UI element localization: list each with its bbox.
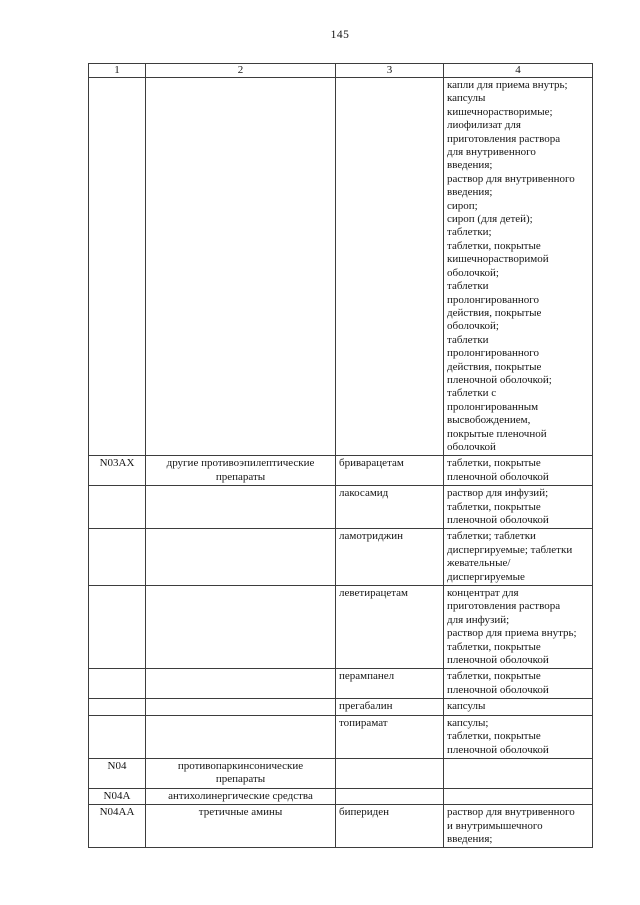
table-row: перампанел таблетки, покрытые пленочной …: [88, 668, 593, 700]
cell-drug-name: перампанел: [335, 668, 444, 700]
cell-drug-name: топирамат: [335, 714, 444, 759]
cell-drug-name: [335, 757, 444, 789]
cell-atc-code: [88, 76, 146, 457]
cell-drug-group: [145, 698, 336, 716]
column-header-4: 4: [443, 63, 593, 78]
cell-drug-name: ламотриджин: [335, 528, 444, 587]
table-row: прегабалин капсулы: [88, 698, 593, 716]
cell-drug-name: бриварацетам: [335, 455, 444, 487]
cell-dosage-forms: таблетки, покрытые пленочной оболочкой: [443, 668, 593, 700]
cell-drug-group: противопаркинсонические препараты: [145, 757, 336, 789]
cell-dosage-forms: раствор для инфузий; таблетки, покрытые …: [443, 485, 593, 530]
cell-drug-name: прегабалин: [335, 698, 444, 716]
drug-registry-table: 1 2 3 4 капли для приема внутрь; капсулы…: [88, 63, 593, 849]
table-row: лакосамид раствор для инфузий; таблетки,…: [88, 485, 593, 530]
cell-drug-group: третичные амины: [145, 804, 336, 849]
cell-atc-code: [88, 668, 146, 700]
table-row: ламотриджин таблетки; таблетки диспергир…: [88, 528, 593, 587]
cell-atc-code: [88, 485, 146, 530]
cell-atc-code: [88, 698, 146, 716]
page-number: 145: [330, 29, 350, 41]
cell-atc-code: N03AX: [88, 455, 146, 487]
cell-drug-name: [335, 787, 444, 806]
cell-drug-group: другие противоэпилептические препараты: [145, 455, 336, 487]
cell-drug-group: антихолинергические средства: [145, 787, 336, 806]
cell-drug-group: [145, 528, 336, 587]
cell-dosage-forms: капли для приема внутрь; капсулы кишечно…: [443, 76, 593, 457]
table-row: N04 противопаркинсонические препараты: [88, 757, 593, 789]
cell-dosage-forms: капсулы; таблетки, покрытые пленочной об…: [443, 714, 593, 759]
column-header-2: 2: [145, 63, 336, 78]
cell-atc-code: [88, 528, 146, 587]
cell-drug-group: [145, 714, 336, 759]
cell-dosage-forms: [443, 787, 593, 806]
column-header-1: 1: [88, 63, 146, 78]
cell-dosage-forms: [443, 757, 593, 789]
cell-atc-code: N04A: [88, 787, 146, 806]
cell-dosage-forms: капсулы: [443, 698, 593, 716]
table-row: N03AX другие противоэпилептические препа…: [88, 455, 593, 487]
cell-drug-name: леветирацетам: [335, 585, 444, 670]
table-row: N04AA третичные амины бипериден раствор …: [88, 804, 593, 849]
cell-drug-name: [335, 76, 444, 457]
cell-drug-group: [145, 585, 336, 670]
cell-dosage-forms: таблетки; таблетки диспергируемые; табле…: [443, 528, 593, 587]
table-header-row: 1 2 3 4: [88, 63, 593, 78]
cell-atc-code: [88, 585, 146, 670]
cell-atc-code: N04: [88, 757, 146, 789]
cell-drug-name: лакосамид: [335, 485, 444, 530]
cell-drug-group: [145, 485, 336, 530]
cell-drug-group: [145, 76, 336, 457]
table-row: топирамат капсулы; таблетки, покрытые пл…: [88, 714, 593, 759]
cell-atc-code: N04AA: [88, 804, 146, 849]
cell-drug-name: бипериден: [335, 804, 444, 849]
table-row: N04A антихолинергические средства: [88, 787, 593, 806]
cell-drug-group: [145, 668, 336, 700]
table-row: леветирацетам концентрат для приготовлен…: [88, 585, 593, 670]
cell-dosage-forms: таблетки, покрытые пленочной оболочкой: [443, 455, 593, 487]
column-header-3: 3: [335, 63, 444, 78]
cell-atc-code: [88, 714, 146, 759]
table-row: капли для приема внутрь; капсулы кишечно…: [88, 76, 593, 457]
cell-dosage-forms: концентрат для приготовления раствора дл…: [443, 585, 593, 670]
cell-dosage-forms: раствор для внутривенного и внутримышечн…: [443, 804, 593, 849]
